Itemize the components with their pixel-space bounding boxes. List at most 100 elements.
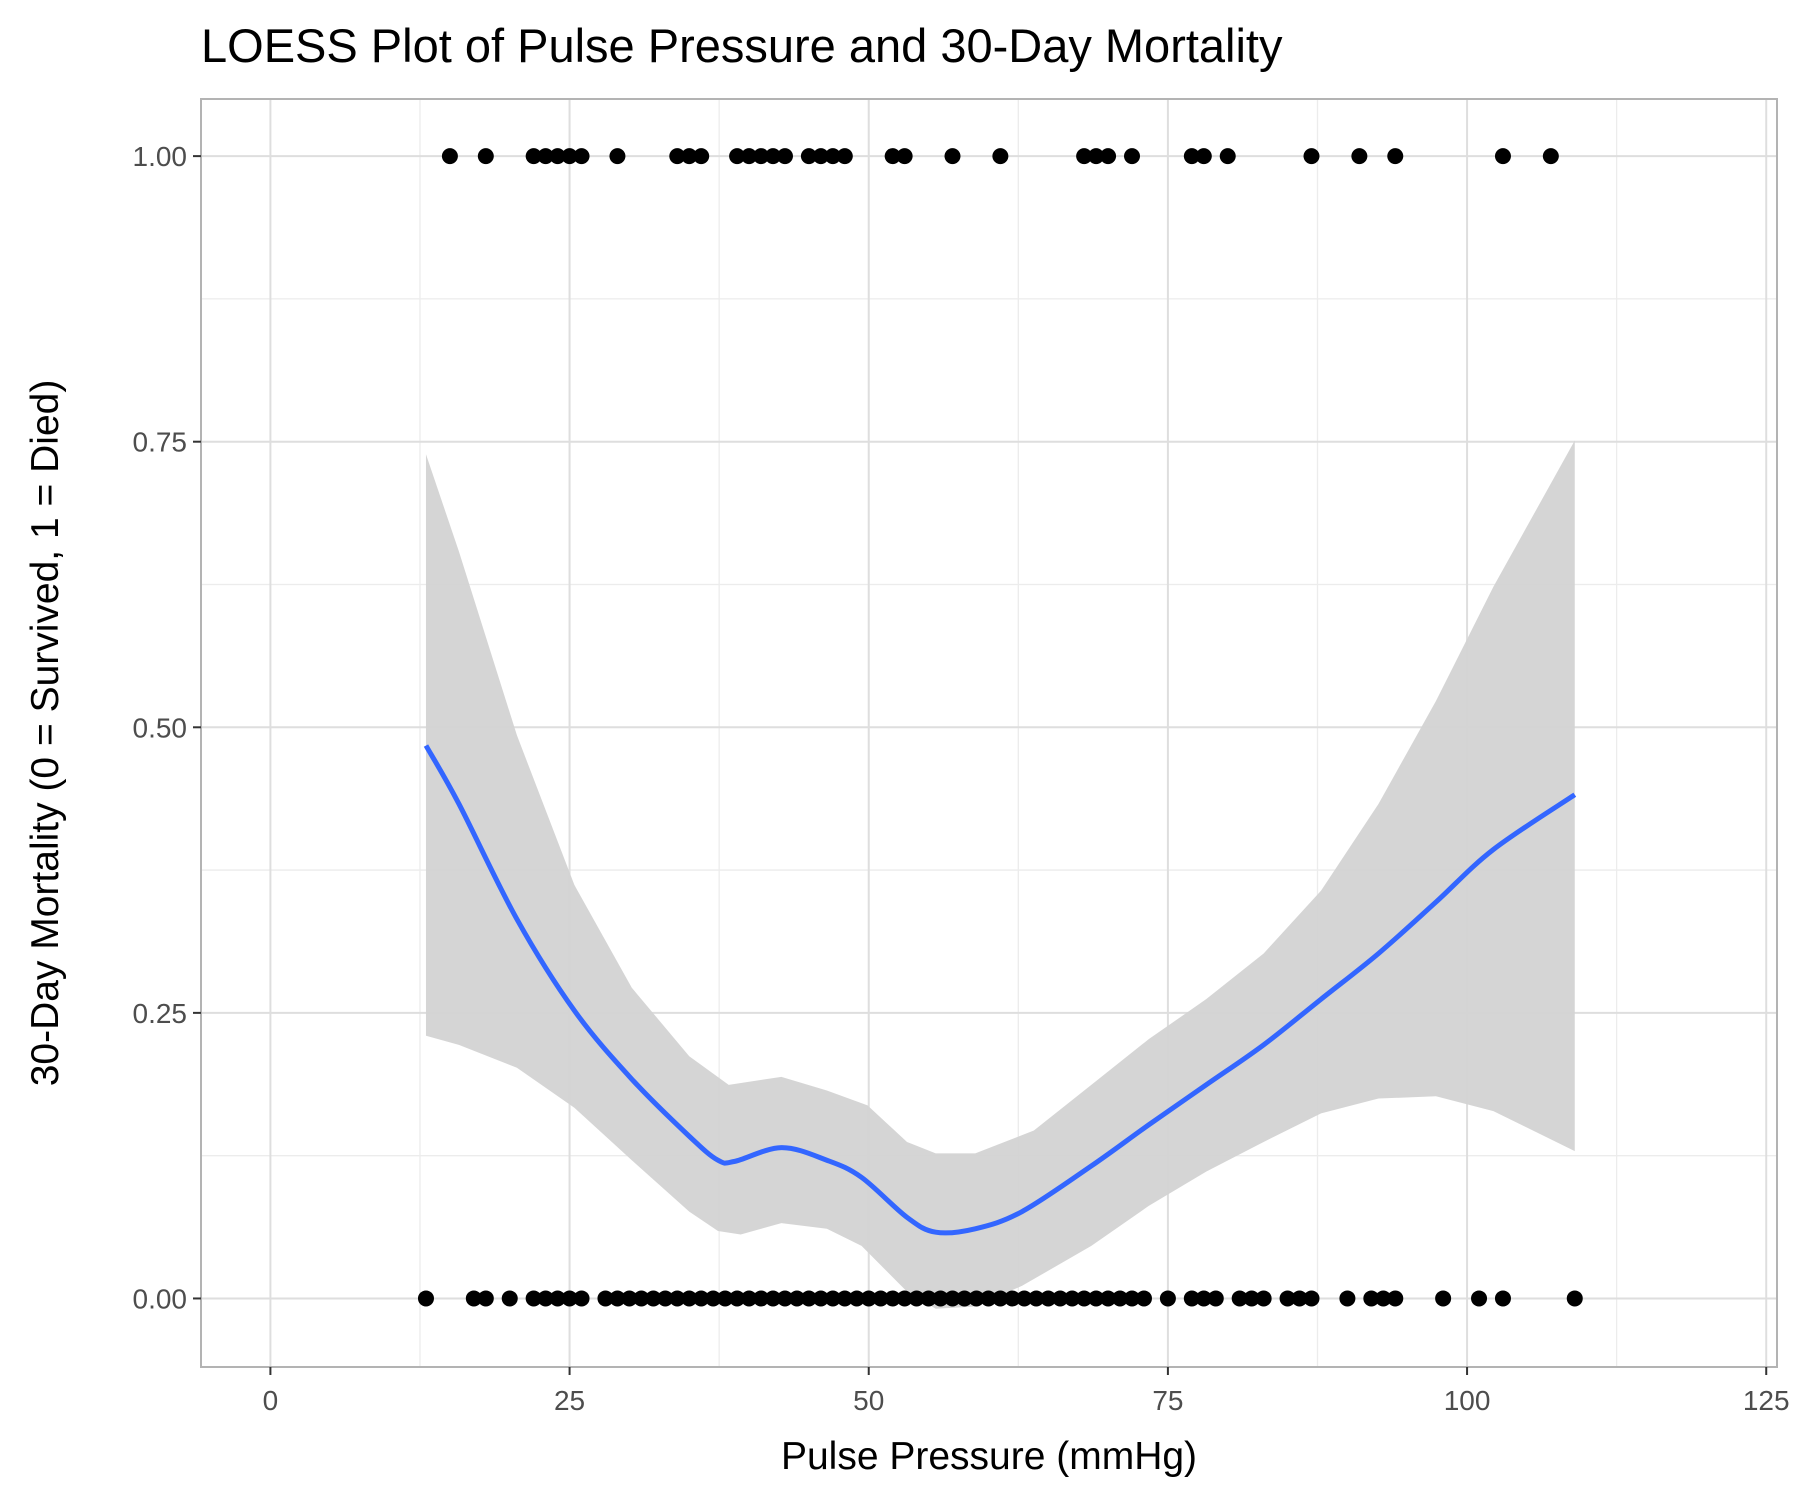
x-tick-label: 125 xyxy=(1743,1385,1790,1416)
point-died xyxy=(561,148,578,165)
x-ticks: 0 25 50 75 100 125 xyxy=(263,1367,1790,1416)
point-survived xyxy=(1004,1290,1021,1307)
confidence-ribbon-group xyxy=(425,440,1575,1309)
points-group xyxy=(417,148,1583,1307)
y-tick-label: 0.50 xyxy=(133,712,188,743)
point-survived xyxy=(525,1290,542,1307)
point-survived xyxy=(657,1290,674,1307)
point-died xyxy=(693,148,710,165)
y-axis-title: 30-Day Mortality (0 = Survived, 1 = Died… xyxy=(24,380,67,1087)
point-survived xyxy=(788,1290,805,1307)
point-survived xyxy=(609,1290,626,1307)
point-survived xyxy=(1195,1290,1212,1307)
point-died xyxy=(441,148,458,165)
point-survived xyxy=(848,1290,865,1307)
point-survived xyxy=(956,1290,973,1307)
point-survived xyxy=(968,1290,985,1307)
point-survived xyxy=(1303,1290,1320,1307)
point-survived xyxy=(765,1290,782,1307)
point-died xyxy=(609,148,626,165)
point-survived xyxy=(908,1290,925,1307)
point-survived xyxy=(944,1290,961,1307)
point-survived xyxy=(1207,1290,1224,1307)
point-survived xyxy=(1016,1290,1033,1307)
point-died xyxy=(741,148,758,165)
y-tick-label: 0.00 xyxy=(133,1283,188,1314)
panel-border xyxy=(200,98,1778,1368)
point-survived xyxy=(1494,1290,1511,1307)
y-tick-label: 1.00 xyxy=(133,141,188,172)
point-survived xyxy=(681,1290,698,1307)
point-survived xyxy=(1231,1290,1248,1307)
point-survived xyxy=(417,1290,434,1307)
loess-line-group xyxy=(423,744,1577,1236)
point-survived xyxy=(597,1290,614,1307)
point-died xyxy=(1195,148,1212,165)
point-died xyxy=(836,148,853,165)
point-survived xyxy=(1088,1290,1105,1307)
y-tick-label: 0.75 xyxy=(133,427,188,458)
point-survived xyxy=(669,1290,686,1307)
point-survived xyxy=(1028,1290,1045,1307)
point-died xyxy=(1183,148,1200,165)
point-survived xyxy=(1040,1290,1057,1307)
point-died xyxy=(1100,148,1117,165)
point-died xyxy=(1124,148,1141,165)
point-survived xyxy=(992,1290,1009,1307)
point-died xyxy=(812,148,829,165)
point-survived xyxy=(705,1290,722,1307)
point-survived xyxy=(621,1290,638,1307)
point-survived xyxy=(753,1290,770,1307)
confidence-ribbon xyxy=(425,440,1575,1309)
point-survived xyxy=(501,1290,518,1307)
point-died xyxy=(1088,148,1105,165)
point-survived xyxy=(812,1290,829,1307)
point-survived xyxy=(645,1290,662,1307)
point-died xyxy=(477,148,494,165)
point-survived xyxy=(1566,1290,1583,1307)
point-survived xyxy=(693,1290,710,1307)
point-survived xyxy=(537,1290,554,1307)
point-died xyxy=(1076,148,1093,165)
point-died xyxy=(1219,148,1236,165)
point-survived xyxy=(824,1290,841,1307)
point-died xyxy=(1494,148,1511,165)
point-survived xyxy=(729,1290,746,1307)
loess-line xyxy=(423,744,1577,1236)
point-died xyxy=(896,148,913,165)
point-died xyxy=(776,148,793,165)
point-survived xyxy=(1112,1290,1129,1307)
point-survived xyxy=(1471,1290,1488,1307)
point-survived xyxy=(800,1290,817,1307)
point-died xyxy=(765,148,782,165)
point-survived xyxy=(1255,1290,1272,1307)
point-survived xyxy=(1279,1290,1296,1307)
x-tick-label: 100 xyxy=(1444,1385,1491,1416)
point-survived xyxy=(717,1290,734,1307)
chart-title: LOESS Plot of Pulse Pressure and 30-Day … xyxy=(201,19,1283,72)
point-survived xyxy=(1100,1290,1117,1307)
point-survived xyxy=(1339,1290,1356,1307)
point-died xyxy=(884,148,901,165)
point-died xyxy=(824,148,841,165)
point-survived xyxy=(1387,1290,1404,1307)
point-survived xyxy=(573,1290,590,1307)
point-survived xyxy=(1076,1290,1093,1307)
point-survived xyxy=(776,1290,793,1307)
point-died xyxy=(1542,148,1559,165)
point-died xyxy=(1387,148,1404,165)
point-survived xyxy=(920,1290,937,1307)
point-survived xyxy=(1124,1290,1141,1307)
x-tick-label: 75 xyxy=(1152,1385,1183,1416)
point-survived xyxy=(836,1290,853,1307)
point-survived xyxy=(633,1290,650,1307)
point-survived xyxy=(741,1290,758,1307)
point-survived xyxy=(1375,1290,1392,1307)
y-tick-label: 0.25 xyxy=(133,998,188,1029)
point-survived xyxy=(549,1290,566,1307)
point-survived xyxy=(896,1290,913,1307)
point-survived xyxy=(932,1290,949,1307)
point-survived xyxy=(1243,1290,1260,1307)
point-survived xyxy=(1064,1290,1081,1307)
point-survived xyxy=(561,1290,578,1307)
